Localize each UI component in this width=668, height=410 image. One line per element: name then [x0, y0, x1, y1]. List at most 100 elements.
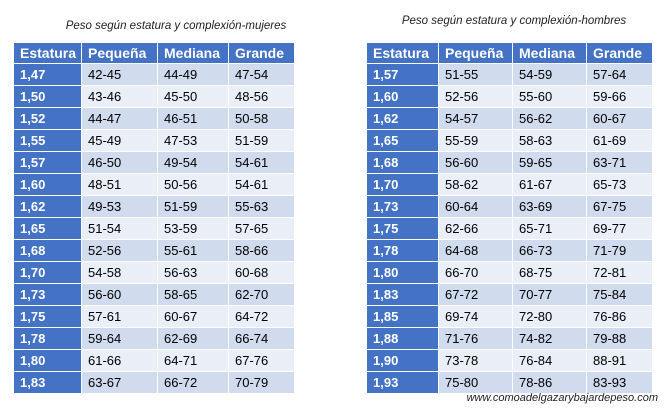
- weight-range-cell: 60-64: [439, 196, 513, 218]
- height-cell: 1,70: [367, 174, 439, 196]
- weight-range-cell: 55-59: [439, 130, 513, 152]
- weight-range-cell: 51-59: [158, 196, 229, 218]
- weight-range-cell: 59-66: [587, 86, 653, 108]
- weight-range-cell: 67-75: [587, 196, 653, 218]
- weight-range-cell: 55-60: [513, 86, 587, 108]
- height-cell: 1,75: [367, 218, 439, 240]
- height-cell: 1,62: [367, 108, 439, 130]
- height-cell: 1,60: [367, 86, 439, 108]
- weight-range-cell: 72-81: [587, 262, 653, 284]
- weight-range-cell: 57-64: [587, 64, 653, 86]
- column-header: Mediana: [158, 43, 229, 64]
- weight-range-cell: 56-60: [439, 152, 513, 174]
- table-header-row: Estatura Pequeña Mediana Grande: [14, 43, 295, 64]
- column-header: Estatura: [367, 43, 439, 64]
- weight-range-cell: 51-55: [439, 64, 513, 86]
- weight-range-cell: 55-63: [229, 196, 295, 218]
- table-row: 1,73 56-60 58-65 62-70: [14, 284, 295, 306]
- column-header: Grande: [587, 43, 653, 64]
- height-cell: 1,73: [367, 196, 439, 218]
- table-row: 1,62 54-57 56-62 60-67: [367, 108, 653, 130]
- weight-range-cell: 54-57: [439, 108, 513, 130]
- column-header: Pequeña: [82, 43, 158, 64]
- weight-range-cell: 59-65: [513, 152, 587, 174]
- weight-range-cell: 79-88: [587, 328, 653, 350]
- women-table-caption: Peso según estatura y complexión-mujeres: [65, 20, 287, 32]
- table-row: 1,52 44-47 46-51 50-58: [14, 108, 295, 130]
- weight-range-cell: 57-61: [82, 306, 158, 328]
- weight-range-cell: 43-46: [82, 86, 158, 108]
- weight-range-cell: 67-76: [229, 350, 295, 372]
- table-row: 1,65 51-54 53-59 57-65: [14, 218, 295, 240]
- table-row: 1,78 59-64 62-69 66-74: [14, 328, 295, 350]
- weight-range-cell: 63-69: [513, 196, 587, 218]
- table-row: 1,75 62-66 65-71 69-77: [367, 218, 653, 240]
- weight-range-cell: 58-65: [158, 284, 229, 306]
- weight-range-cell: 71-76: [439, 328, 513, 350]
- weight-range-cell: 62-70: [229, 284, 295, 306]
- weight-range-cell: 47-54: [229, 64, 295, 86]
- height-cell: 1,90: [367, 350, 439, 372]
- column-header: Estatura: [14, 43, 82, 64]
- height-cell: 1,50: [14, 86, 82, 108]
- table-row: 1,83 67-72 70-77 75-84: [367, 284, 653, 306]
- weight-range-cell: 46-50: [82, 152, 158, 174]
- table-header-row: Estatura Pequeña Mediana Grande: [367, 43, 653, 64]
- weight-range-cell: 66-74: [229, 328, 295, 350]
- weight-range-cell: 59-64: [82, 328, 158, 350]
- men-table-caption: Peso según estatura y complexión-hombres: [401, 15, 627, 27]
- weight-range-cell: 61-66: [82, 350, 158, 372]
- weight-range-cell: 52-56: [82, 240, 158, 262]
- weight-range-cell: 73-78: [439, 350, 513, 372]
- men-weight-table: Estatura Pequeña Mediana Grande 1,57 51-55 54…: [367, 43, 653, 394]
- table-row: 1,70 54-58 56-63 60-68: [14, 262, 295, 284]
- weight-range-cell: 76-86: [587, 306, 653, 328]
- column-header: Pequeña: [439, 43, 513, 64]
- height-cell: 1,62: [14, 196, 82, 218]
- height-cell: 1,83: [14, 372, 82, 394]
- weight-range-cell: 72-80: [513, 306, 587, 328]
- weight-range-cell: 75-80: [439, 372, 513, 394]
- height-cell: 1,85: [367, 306, 439, 328]
- table-row: 1,57 46-50 49-54 54-61: [14, 152, 295, 174]
- weight-range-cell: 53-59: [158, 218, 229, 240]
- weight-range-cell: 44-49: [158, 64, 229, 86]
- weight-range-cell: 61-69: [587, 130, 653, 152]
- weight-range-cell: 54-59: [513, 64, 587, 86]
- height-cell: 1,57: [14, 152, 82, 174]
- table-row: 1,68 56-60 59-65 63-71: [367, 152, 653, 174]
- weight-range-cell: 62-66: [439, 218, 513, 240]
- weight-range-cell: 60-68: [229, 262, 295, 284]
- height-cell: 1,80: [367, 262, 439, 284]
- weight-range-cell: 50-58: [229, 108, 295, 130]
- weight-range-cell: 66-72: [158, 372, 229, 394]
- table-row: 1,93 75-80 78-86 83-93: [367, 372, 653, 394]
- height-cell: 1,78: [14, 328, 82, 350]
- height-cell: 1,65: [367, 130, 439, 152]
- weight-range-cell: 64-71: [158, 350, 229, 372]
- weight-range-cell: 67-72: [439, 284, 513, 306]
- weight-range-cell: 75-84: [587, 284, 653, 306]
- table-row: 1,57 51-55 54-59 57-64: [367, 64, 653, 86]
- weight-range-cell: 58-66: [229, 240, 295, 262]
- table-row: 1,88 71-76 74-82 79-88: [367, 328, 653, 350]
- weight-range-cell: 60-67: [587, 108, 653, 130]
- weight-range-cell: 56-63: [158, 262, 229, 284]
- weight-range-cell: 42-45: [82, 64, 158, 86]
- height-cell: 1,55: [14, 130, 82, 152]
- height-cell: 1,93: [367, 372, 439, 394]
- weight-range-cell: 78-86: [513, 372, 587, 394]
- weight-range-cell: 54-61: [229, 152, 295, 174]
- weight-range-cell: 48-51: [82, 174, 158, 196]
- weight-range-cell: 52-56: [439, 86, 513, 108]
- weight-range-cell: 51-59: [229, 130, 295, 152]
- weight-range-cell: 45-49: [82, 130, 158, 152]
- weight-range-cell: 49-53: [82, 196, 158, 218]
- weight-range-cell: 88-91: [587, 350, 653, 372]
- weight-range-cell: 44-47: [82, 108, 158, 130]
- weight-range-cell: 56-60: [82, 284, 158, 306]
- table-row: 1,62 49-53 51-59 55-63: [14, 196, 295, 218]
- table-row: 1,47 42-45 44-49 47-54: [14, 64, 295, 86]
- weight-range-cell: 70-77: [513, 284, 587, 306]
- weight-range-cell: 68-75: [513, 262, 587, 284]
